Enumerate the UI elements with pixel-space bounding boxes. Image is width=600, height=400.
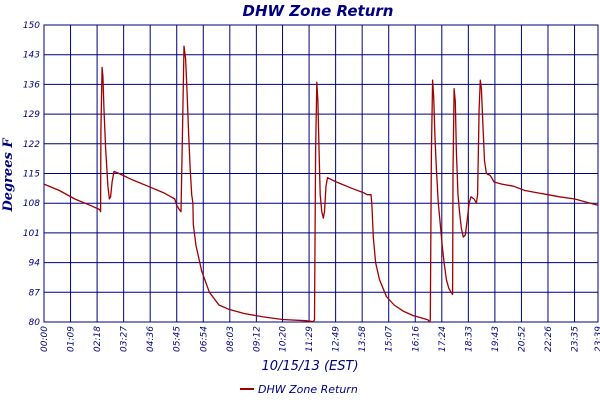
x-tick-label: 03:27 — [120, 326, 130, 352]
y-tick-label: 143 — [23, 51, 40, 61]
x-tick-label: 09:12 — [252, 326, 262, 352]
x-tick-label: 19:43 — [491, 326, 501, 352]
x-tick-label: 02:18 — [93, 326, 103, 352]
x-tick-label: 11:29 — [305, 326, 315, 352]
x-tick-label: 22:26 — [544, 326, 554, 352]
x-tick-label: 17:24 — [438, 326, 448, 352]
y-tick-label: 101 — [23, 229, 40, 239]
legend-label: DHW Zone Return — [258, 383, 358, 396]
x-tick-label: 15:07 — [385, 326, 395, 352]
series-layer — [43, 45, 599, 323]
x-tick-label: 18:33 — [464, 326, 474, 352]
y-tick-label: 136 — [23, 80, 40, 90]
x-tick-label: 13:58 — [358, 326, 368, 352]
y-tick-label: 80 — [29, 318, 41, 328]
y-tick-label: 115 — [23, 170, 40, 180]
y-tick-labels: 80 87 94 101 108 115 122 129 136 143 150 — [23, 21, 40, 328]
chart-title: DHW Zone Return — [243, 2, 394, 20]
x-tick-label: 01:09 — [67, 326, 77, 352]
y-tick-label: 122 — [23, 140, 40, 150]
x-tick-labels: 00:00 01:09 02:18 03:27 04:36 05:45 06:54 08:03… — [40, 326, 600, 352]
y-tick-label: 87 — [29, 288, 41, 298]
x-tick-label: 04:36 — [146, 326, 156, 352]
legend: DHW Zone Return — [240, 383, 358, 396]
plot-grid — [43, 24, 599, 323]
x-tick-label: 00:00 — [40, 326, 50, 352]
y-tick-label: 150 — [23, 21, 40, 31]
x-tick-label: 12:49 — [332, 326, 342, 352]
x-tick-label: 05:45 — [173, 326, 183, 352]
x-tick-label: 10:20 — [279, 326, 289, 352]
x-axis-label: 10/15/13 (EST) — [261, 359, 358, 374]
x-tick-label: 23:39 — [594, 326, 600, 352]
x-tick-label: 20:52 — [517, 326, 527, 352]
x-tick-label: 06:54 — [199, 326, 209, 352]
x-tick-label: 08:03 — [226, 326, 236, 352]
y-tick-label: 108 — [23, 199, 40, 209]
series-line — [43, 45, 599, 323]
y-tick-label: 129 — [23, 110, 40, 120]
x-tick-label: 16:16 — [411, 326, 421, 352]
x-tick-label: 23:35 — [571, 326, 581, 352]
y-tick-label: 94 — [29, 259, 41, 269]
y-axis-label: Degrees F — [1, 138, 16, 213]
